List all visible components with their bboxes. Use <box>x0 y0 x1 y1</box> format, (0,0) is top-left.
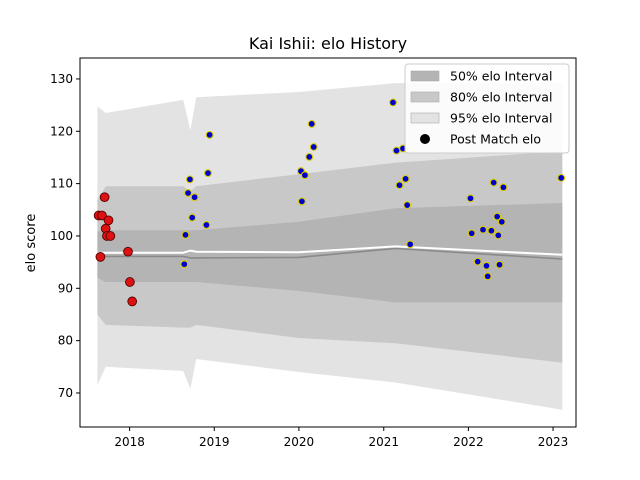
post-match-point-25 <box>479 225 487 234</box>
post-match-point-11 <box>300 171 309 180</box>
post-match-point-27 <box>483 272 492 281</box>
x-tick-label-2021: 2021 <box>368 435 399 449</box>
x-tick-label-2022: 2022 <box>453 435 484 449</box>
post-match-point-22 <box>466 194 475 203</box>
axes: 2018 2019 2020 2021 2022 2023 70 80 90 100 110 120 1… <box>50 57 577 449</box>
post-match-point-early-7 <box>105 231 116 241</box>
plot-area <box>93 83 566 410</box>
post-match-point-33 <box>497 217 506 226</box>
post-match-point-13 <box>307 119 316 128</box>
post-match-point-10 <box>297 197 306 206</box>
legend-label-0: 50% elo Interval <box>450 69 552 84</box>
post-match-point-21 <box>406 240 415 249</box>
post-match-point-5 <box>190 193 199 202</box>
post-match-point-20 <box>403 201 412 210</box>
y-tick-label-100: 100 <box>50 229 73 243</box>
post-match-point-30 <box>493 212 502 221</box>
legend-label-3: Post Match elo <box>450 132 541 147</box>
plot-content <box>93 83 566 410</box>
post-match-point-19 <box>401 174 410 183</box>
legend-swatch-0 <box>410 70 440 82</box>
y-tick-label-110: 110 <box>50 177 73 191</box>
legend-box <box>404 63 570 154</box>
post-match-point-8 <box>205 130 214 139</box>
post-match-point-24 <box>473 257 482 266</box>
post-match-point-16 <box>392 146 401 155</box>
post-match-point-1 <box>181 230 190 239</box>
post-match-point-early-10 <box>127 296 138 307</box>
y-tick-label-90: 90 <box>58 281 73 295</box>
post-match-point-14 <box>309 143 318 151</box>
y-tick-label-130: 130 <box>50 72 73 86</box>
mean-elo-line <box>97 247 563 260</box>
post-match-point-31 <box>494 231 503 240</box>
y-tick-label-70: 70 <box>58 386 73 400</box>
x-tick-label-2019: 2019 <box>199 435 230 449</box>
post-match-point-35 <box>557 173 566 182</box>
x-tick-label-2023: 2023 <box>538 435 569 449</box>
post-match-point-23 <box>467 229 476 238</box>
x-tick-label-2020: 2020 <box>284 435 315 449</box>
post-match-point-17 <box>395 181 404 190</box>
legend-swatch-2 <box>410 112 440 124</box>
legend-label-1: 80% elo Interval <box>450 90 552 105</box>
interval-50-band <box>97 203 563 303</box>
legend: 50% elo Interval 80% elo Interval 95% elo … <box>404 63 570 154</box>
post-match-point-early-9 <box>125 277 135 287</box>
post-match-point-early-2 <box>97 210 107 221</box>
post-match-point-32 <box>495 260 504 269</box>
chart-title: Kai Ishii: elo History <box>249 34 407 53</box>
y-axis-label: elo score <box>24 214 39 273</box>
post-match-point-29 <box>489 178 498 187</box>
post-match-point-3 <box>185 175 194 184</box>
post-match-point-15 <box>389 98 397 107</box>
post-match-point-early-8 <box>123 246 133 257</box>
post-match-point-34 <box>499 183 508 192</box>
legend-marker-post-match <box>420 134 430 144</box>
post-match-point-12 <box>305 152 314 161</box>
legend-label-2: 95% elo Interval <box>450 111 552 126</box>
median-elo-line <box>97 245 563 256</box>
post-match-point-26 <box>482 261 491 270</box>
post-match-point-6 <box>202 221 211 229</box>
post-match-point-28 <box>487 226 496 235</box>
legend-swatch-1 <box>410 91 440 103</box>
post-match-point-7 <box>204 169 212 178</box>
post-match-point-2 <box>184 189 193 197</box>
axes-frame <box>79 57 577 428</box>
y-tick-label-80: 80 <box>58 334 73 348</box>
post-match-point-early-3 <box>99 192 110 203</box>
post-match-point-4 <box>188 213 197 222</box>
x-tick-label-2018: 2018 <box>114 435 145 449</box>
post-match-point-0 <box>180 260 189 269</box>
post-match-point-early-1 <box>95 252 106 262</box>
y-tick-label-120: 120 <box>50 124 73 138</box>
post-match-point-early-6 <box>103 215 114 226</box>
